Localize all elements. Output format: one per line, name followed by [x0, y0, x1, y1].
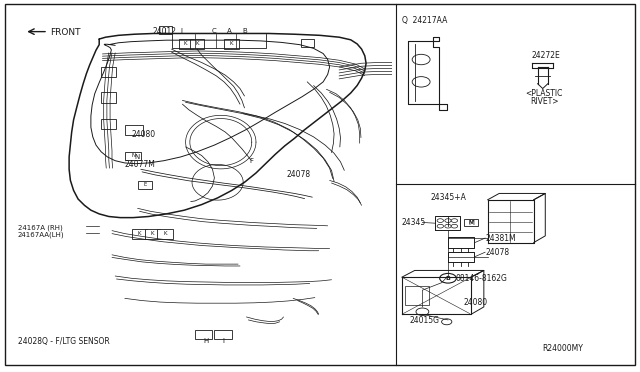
- Text: M: M: [468, 220, 474, 226]
- Text: M: M: [468, 220, 474, 225]
- Text: H: H: [204, 339, 209, 344]
- Circle shape: [445, 224, 451, 228]
- Circle shape: [437, 224, 444, 228]
- Circle shape: [416, 308, 429, 315]
- Bar: [464, 219, 478, 226]
- Text: 24381M: 24381M: [485, 234, 516, 243]
- Bar: [157, 229, 173, 239]
- Bar: [101, 119, 116, 129]
- Text: B: B: [445, 276, 451, 281]
- Bar: [132, 229, 147, 239]
- Text: C: C: [211, 28, 216, 34]
- Text: 24015G: 24015G: [410, 316, 440, 325]
- Bar: [145, 229, 160, 239]
- Text: K: K: [138, 231, 141, 237]
- Circle shape: [445, 219, 451, 222]
- Text: 24028Q - F/LTG SENSOR: 24028Q - F/LTG SENSOR: [18, 337, 109, 346]
- Text: 24012: 24012: [152, 27, 177, 36]
- Text: 24080: 24080: [131, 130, 156, 139]
- Bar: [301, 39, 314, 46]
- Text: <PLASTIC: <PLASTIC: [525, 89, 562, 97]
- Text: J: J: [180, 28, 182, 34]
- Bar: [101, 92, 116, 103]
- Text: 24345+A: 24345+A: [430, 193, 466, 202]
- Text: 24077M: 24077M: [125, 160, 156, 169]
- Bar: [179, 39, 193, 49]
- Text: E: E: [143, 182, 147, 187]
- Bar: [214, 330, 232, 339]
- Text: RIVET>: RIVET>: [530, 97, 559, 106]
- Text: 24167AA(LH): 24167AA(LH): [18, 231, 65, 238]
- Bar: [138, 181, 152, 189]
- Text: B: B: [242, 28, 246, 34]
- Text: 24078: 24078: [485, 248, 509, 257]
- Text: 24167A (RH): 24167A (RH): [18, 224, 63, 231]
- Text: J: J: [164, 28, 166, 33]
- Text: FRONT: FRONT: [50, 28, 81, 37]
- Bar: [125, 152, 141, 160]
- Text: K: K: [230, 41, 234, 46]
- Text: 24272E: 24272E: [531, 51, 560, 60]
- Bar: [224, 39, 239, 49]
- Circle shape: [412, 77, 430, 87]
- Circle shape: [442, 319, 452, 325]
- Bar: [125, 125, 143, 135]
- Text: N: N: [134, 154, 140, 160]
- Text: Q  24217AA: Q 24217AA: [402, 16, 447, 25]
- Circle shape: [440, 273, 456, 283]
- Text: K: K: [150, 231, 154, 237]
- Text: K: K: [195, 41, 199, 46]
- Circle shape: [451, 224, 458, 228]
- Text: N: N: [131, 153, 135, 158]
- Bar: [195, 330, 212, 339]
- Text: R24000MY: R24000MY: [543, 344, 584, 353]
- Text: I: I: [223, 339, 225, 344]
- Circle shape: [437, 219, 444, 222]
- Text: 24080: 24080: [464, 298, 488, 307]
- Bar: [190, 39, 204, 49]
- Circle shape: [451, 219, 458, 222]
- Text: A: A: [227, 28, 232, 34]
- Circle shape: [412, 54, 430, 65]
- Bar: [405, 286, 429, 305]
- Text: 24345: 24345: [402, 218, 426, 227]
- Bar: [101, 67, 116, 77]
- Text: K: K: [184, 41, 188, 46]
- Text: K: K: [163, 231, 167, 237]
- Text: 08146-8162G: 08146-8162G: [456, 274, 508, 283]
- Text: 24078: 24078: [287, 170, 311, 179]
- Text: F: F: [250, 158, 253, 164]
- Bar: [159, 26, 172, 34]
